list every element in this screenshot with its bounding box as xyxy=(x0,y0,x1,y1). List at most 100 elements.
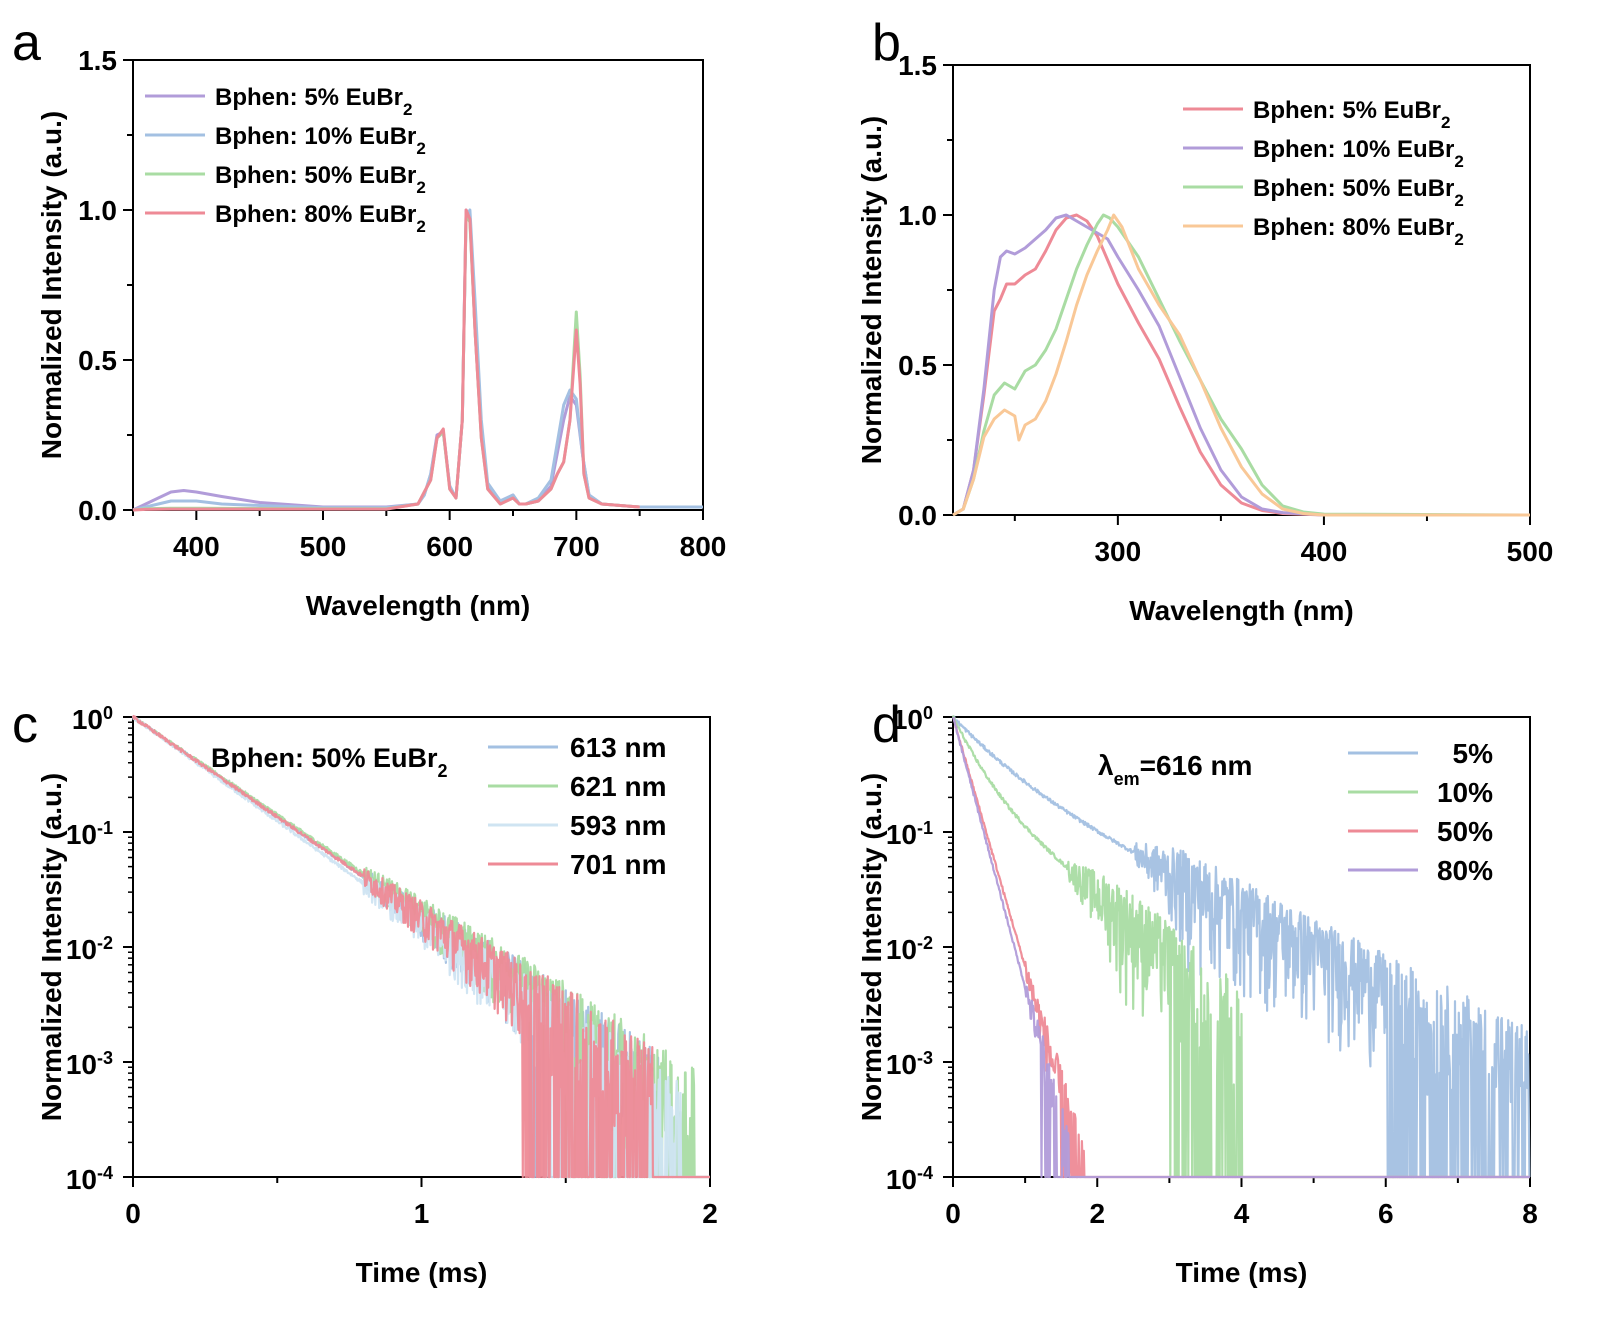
x-tick-label: 8 xyxy=(1522,1198,1538,1229)
series-line-0 xyxy=(951,715,1531,1179)
x-tick-label: 2 xyxy=(702,1198,718,1229)
legend-sub: 2 xyxy=(403,100,412,119)
tick-base: 10 xyxy=(66,1049,97,1080)
y-tick-label: 1.0 xyxy=(898,200,937,231)
tick-exponent: -2 xyxy=(97,933,113,953)
tick-base: 10 xyxy=(72,704,103,735)
tick-exponent: -4 xyxy=(97,1163,113,1183)
x-axis-label: Time (ms) xyxy=(356,1257,488,1288)
annotation-text: Bphen: 50% EuBr xyxy=(211,743,438,773)
legend-name: Bphen: 50% EuBr xyxy=(215,162,416,189)
legend-sub: 2 xyxy=(416,139,425,158)
series-line-2 xyxy=(132,214,640,512)
x-tick-label: 300 xyxy=(1094,536,1141,567)
tick-exponent: 0 xyxy=(103,703,113,723)
panel-c-chart: Time (ms) Normalized Intensity (a.u.) 0 1 2 1… xyxy=(36,703,718,1288)
y-tick-label: 1.5 xyxy=(78,45,117,76)
legend-entry: 621 nm xyxy=(570,771,667,802)
x-tick-label: 600 xyxy=(426,531,473,562)
tick-base: 10 xyxy=(66,1164,97,1195)
x-tick-label: 2 xyxy=(1089,1198,1105,1229)
tick-exponent: -1 xyxy=(97,818,113,838)
legend-sub: 2 xyxy=(1454,230,1463,249)
legend-entry: 80% xyxy=(1437,855,1493,886)
y-tick-label: 10-1 xyxy=(66,818,113,850)
legend-sub: 2 xyxy=(1454,152,1463,171)
x-tick-label: 0 xyxy=(945,1198,961,1229)
series-line-3 xyxy=(952,213,1530,517)
legend-entry: 613 nm xyxy=(570,732,667,763)
legend-entry: Bphen: 80% EuBr2 xyxy=(1253,214,1464,249)
legend-sub: 2 xyxy=(416,217,425,236)
panel-label-b: b xyxy=(872,14,901,72)
legend-sub: 2 xyxy=(416,178,425,197)
y-tick-label: 10-3 xyxy=(66,1048,113,1080)
panel-a-chart: Wavelength (nm) Normalized Intensity (a.u… xyxy=(36,45,726,621)
tick-base: 10 xyxy=(886,934,917,965)
legend-entry: Bphen: 80% EuBr2 xyxy=(215,201,426,236)
y-tick-label: 0.0 xyxy=(898,500,937,531)
legend-entry: Bphen: 5% EuBr2 xyxy=(215,84,412,119)
x-tick-label: 800 xyxy=(680,531,727,562)
series-line-3 xyxy=(132,208,640,512)
tick-exponent: -1 xyxy=(917,818,933,838)
series-line-0 xyxy=(132,208,703,512)
tick-base: 10 xyxy=(66,934,97,965)
tick-exponent: 0 xyxy=(923,703,933,723)
x-axis-label: Time (ms) xyxy=(1176,1257,1308,1288)
series-line-1 xyxy=(132,208,703,512)
legend-entry: Bphen: 10% EuBr2 xyxy=(1253,136,1464,171)
legend-name: Bphen: 5% EuBr xyxy=(215,84,403,111)
panel-annotation: Bphen: 50% EuBr2 xyxy=(211,743,448,781)
x-tick-label: 1 xyxy=(414,1198,430,1229)
legend-name: Bphen: 80% EuBr xyxy=(1253,214,1454,241)
tick-base: 10 xyxy=(892,704,923,735)
panel-d-chart: Time (ms) Normalized Intensity (a.u.) 0 2 4 6… xyxy=(856,703,1538,1288)
x-tick-label: 500 xyxy=(300,531,347,562)
series-line-2 xyxy=(952,213,1531,517)
x-tick-label: 6 xyxy=(1378,1198,1394,1229)
tick-base: 10 xyxy=(886,1049,917,1080)
x-tick-label: 4 xyxy=(1234,1198,1250,1229)
series-line-1 xyxy=(952,213,1530,517)
y-tick-label: 0.5 xyxy=(78,345,117,376)
series-line-3 xyxy=(952,717,1531,1179)
annotation-sub: em xyxy=(1114,769,1140,789)
tick-exponent: -3 xyxy=(917,1048,933,1068)
legend-entry: 593 nm xyxy=(570,810,667,841)
y-tick-label: 10-3 xyxy=(886,1048,933,1080)
y-tick-label: 10-4 xyxy=(886,1163,933,1195)
x-tick-label: 400 xyxy=(1301,536,1348,567)
x-tick-label: 0 xyxy=(125,1198,141,1229)
y-axis-label: Normalized Intensity (a.u.) xyxy=(36,111,67,460)
tick-base: 10 xyxy=(886,819,917,850)
x-tick-label: 400 xyxy=(173,531,220,562)
y-tick-label: 1.0 xyxy=(78,195,117,226)
x-axis-label: Wavelength (nm) xyxy=(1129,595,1354,626)
legend-sub: 2 xyxy=(1441,113,1450,132)
y-tick-label: 10-2 xyxy=(66,933,113,965)
legend-entry: 5% xyxy=(1453,738,1494,769)
legend-entry: 50% xyxy=(1437,816,1493,847)
tick-base: 10 xyxy=(886,1164,917,1195)
y-tick-label: 10-2 xyxy=(886,933,933,965)
tick-exponent: -2 xyxy=(917,933,933,953)
tick-exponent: -4 xyxy=(917,1163,933,1183)
y-tick-label: 100 xyxy=(72,703,113,735)
series-line-2 xyxy=(131,715,711,1179)
panel-label-c: c xyxy=(12,696,38,754)
legend-name: Bphen: 5% EuBr xyxy=(1253,97,1441,124)
y-tick-label: 1.5 xyxy=(898,50,937,81)
series-line-3 xyxy=(131,714,711,1179)
tick-base: 10 xyxy=(66,819,97,850)
annotation-text: λ xyxy=(1098,750,1114,781)
y-tick-label: 10-1 xyxy=(886,818,933,850)
panel-annotation: λem=616 nm xyxy=(1098,750,1252,789)
legend-entry: Bphen: 5% EuBr2 xyxy=(1253,97,1450,132)
legend-name: Bphen: 80% EuBr xyxy=(215,201,416,228)
legend-name: Bphen: 10% EuBr xyxy=(1253,136,1454,163)
y-tick-label: 0.0 xyxy=(78,495,117,526)
tick-exponent: -3 xyxy=(97,1048,113,1068)
legend-name: Bphen: 10% EuBr xyxy=(215,123,416,150)
